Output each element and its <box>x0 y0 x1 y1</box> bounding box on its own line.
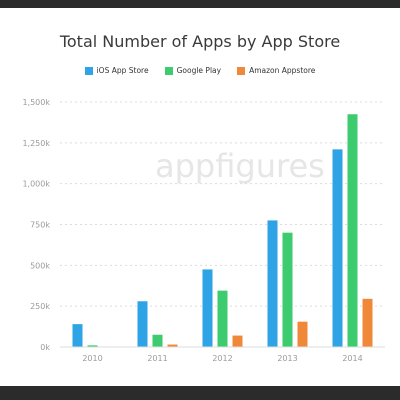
bar <box>332 149 343 347</box>
bottom-bar <box>0 386 400 400</box>
legend-label-google-play: Google Play <box>176 66 222 75</box>
y-tick-label: 1,500k <box>22 98 50 107</box>
x-tick-label: 2013 <box>277 354 297 363</box>
bar <box>202 269 213 347</box>
legend-label-ios: iOS App Store <box>96 66 149 75</box>
y-tick-label: 500k <box>30 261 50 270</box>
chart-title: Total Number of Apps by App Store <box>59 32 341 51</box>
bar <box>297 321 308 347</box>
bar <box>362 298 373 347</box>
chart-legend: iOS App Store Google Play Amazon Appstor… <box>0 66 400 75</box>
bar <box>72 324 83 347</box>
legend-label-amazon: Amazon Appstore <box>249 66 316 75</box>
y-tick-label: 250k <box>30 302 50 311</box>
bar <box>282 232 293 347</box>
bar <box>267 220 278 347</box>
bar <box>217 290 228 347</box>
x-tick-label: 2012 <box>212 354 232 363</box>
bar <box>152 334 163 347</box>
legend-swatch-google-play <box>164 66 173 75</box>
y-tick-label: 1,250k <box>22 139 50 148</box>
bar <box>232 335 243 347</box>
bar <box>347 114 358 347</box>
legend-swatch-ios <box>84 66 93 75</box>
bar <box>87 345 98 347</box>
legend-item-ios: iOS App Store <box>84 66 149 75</box>
legend-item-google-play: Google Play <box>164 66 222 75</box>
x-tick-label: 2011 <box>147 354 167 363</box>
y-tick-label: 750k <box>30 221 50 230</box>
x-tick-label: 2014 <box>342 354 362 363</box>
bar <box>167 344 178 347</box>
legend-swatch-amazon <box>237 66 246 75</box>
y-tick-label: 0k <box>40 343 50 352</box>
y-tick-label: 1,000k <box>22 180 50 189</box>
x-tick-label: 2010 <box>82 354 102 363</box>
watermark-logo: appfigures <box>155 147 325 185</box>
legend-item-amazon: Amazon Appstore <box>237 66 315 75</box>
bar <box>137 301 148 347</box>
